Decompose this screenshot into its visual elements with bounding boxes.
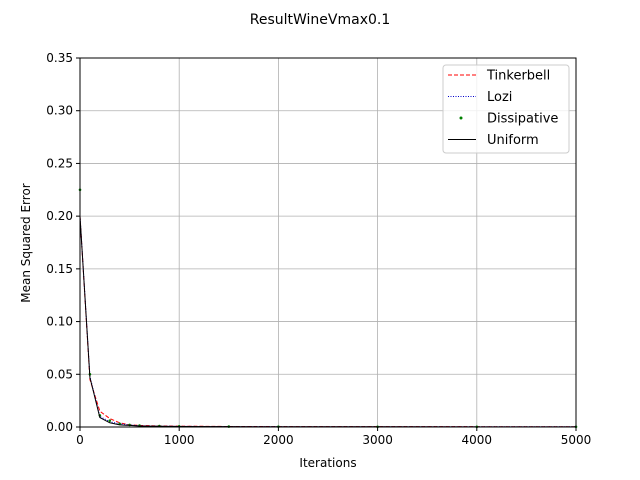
x-tick-label: 3000 [362,433,393,447]
y-tick-label: 0.20 [46,209,73,223]
legend-label-lozi: Lozi [487,90,512,105]
legend-box [442,64,570,154]
legend-swatch-dissipative [459,116,463,120]
axis-ticks: 0 1000 2000 3000 4000 5000 0.00 0.05 0.10 0.15 0.2… [46,51,591,447]
x-tick-label: 4000 [462,433,493,447]
y-axis-label: Mean Squared Error [19,183,33,303]
x-axis-label: Iterations [299,456,356,470]
chart-title: ResultWineVmax0.1 [250,12,391,28]
y-tick-label: 0.15 [46,262,73,276]
x-tick-label: 5000 [561,433,592,447]
x-tick-label: 0 [76,433,84,447]
x-tick-label: 1000 [164,433,195,447]
series-tinkerbell-line [79,216,577,428]
y-tick-label: 0.10 [46,315,73,329]
y-tick-label: 0.25 [46,156,73,170]
y-tick-label: 0.30 [46,104,73,118]
legend-label-tinkerbell: Tinkerbell [486,69,550,84]
y-tick-label: 0.00 [46,420,73,434]
plot-frame [79,57,577,428]
y-tick-label: 0.35 [46,51,73,65]
legend: Tinkerbell Lozi Dissipative Uniform [442,64,570,154]
legend-label-uniform: Uniform [487,133,539,148]
y-tick-label: 0.05 [46,367,73,381]
legend-label-dissipative: Dissipative [487,112,558,127]
series-dissipative-point [108,419,112,422]
x-tick-label: 2000 [263,433,294,447]
